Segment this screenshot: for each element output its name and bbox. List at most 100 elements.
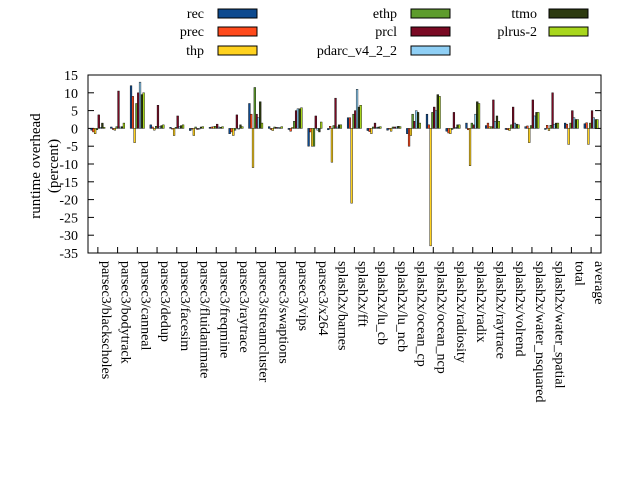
bar-pdarc_v4_2_2-12 bbox=[336, 126, 339, 129]
bar-ttmo-18 bbox=[456, 124, 459, 129]
bar-prec-3 bbox=[151, 126, 154, 129]
bar-ethp-6 bbox=[214, 126, 217, 129]
bar-prec-12 bbox=[329, 126, 332, 129]
bar-prcl-20 bbox=[492, 99, 495, 129]
bar-ttmo-21 bbox=[515, 123, 518, 129]
x-tick-label: splash2x/barnes bbox=[335, 261, 350, 350]
legend-swatch-ethp bbox=[410, 8, 451, 19]
bar-prec-24 bbox=[565, 123, 568, 129]
legend-swatch-thp bbox=[217, 45, 258, 56]
bar-ethp-14 bbox=[372, 126, 375, 129]
bar-thp-6 bbox=[212, 126, 215, 129]
legend-swatch-prcl bbox=[410, 26, 451, 37]
legend-label-thp: thp bbox=[186, 44, 204, 59]
bar-pdarc_v4_2_2-19 bbox=[474, 113, 477, 129]
bar-plrus-2-19 bbox=[477, 103, 481, 129]
bar-plrus-2-24 bbox=[576, 119, 579, 129]
bar-rec-16 bbox=[406, 128, 409, 134]
bar-rec-2 bbox=[129, 85, 133, 129]
bar-ttmo-4 bbox=[180, 125, 183, 129]
bar-prcl-18 bbox=[452, 112, 456, 129]
x-tick-label: total bbox=[571, 261, 586, 286]
x-tick-label: parsec3/swaptions bbox=[275, 261, 290, 364]
bar-thp-23 bbox=[547, 128, 551, 131]
y-tick-label: 5 bbox=[71, 105, 78, 120]
y-tick-label: -15 bbox=[59, 176, 78, 191]
bar-rec-21 bbox=[504, 128, 508, 130]
bar-plrus-2-17 bbox=[438, 96, 441, 129]
bar-prec-10 bbox=[289, 128, 292, 132]
bar-prec-19 bbox=[467, 128, 470, 131]
y-tick-label: -10 bbox=[59, 158, 78, 173]
bar-prec-22 bbox=[526, 125, 529, 129]
bar-thp-24 bbox=[567, 128, 570, 145]
bar-pdarc_v4_2_2-24 bbox=[573, 117, 576, 129]
bar-prec-20 bbox=[486, 122, 490, 129]
bar-rec-1 bbox=[110, 126, 113, 129]
bar-pdarc_v4_2_2-15 bbox=[395, 126, 398, 129]
bar-prec-25 bbox=[585, 122, 588, 129]
bar-ttmo-7 bbox=[239, 124, 242, 129]
bar-ethp-18 bbox=[451, 128, 454, 130]
bar-ethp-19 bbox=[470, 122, 473, 129]
bar-ethp-17 bbox=[431, 112, 434, 129]
y-tick-label: 10 bbox=[64, 87, 78, 102]
x-tick-label: splash2x/lu_ncb bbox=[394, 261, 409, 352]
bar-prec-7 bbox=[230, 128, 233, 133]
bar-plrus-2-2 bbox=[142, 92, 145, 129]
bar-prec-6 bbox=[210, 126, 213, 129]
bar-prcl-6 bbox=[216, 123, 219, 129]
bar-rec-19 bbox=[465, 122, 468, 129]
bar-pdarc_v4_2_2-4 bbox=[178, 126, 181, 129]
bar-ttmo-11 bbox=[318, 128, 321, 133]
bar-prec-0 bbox=[92, 128, 95, 133]
bar-pdarc_v4_2_2-22 bbox=[533, 115, 536, 129]
legend-label-pdarc_v4_2_2: pdarc_v4_2_2 bbox=[317, 44, 397, 59]
bar-ethp-5 bbox=[194, 126, 197, 129]
bar-pdarc_v4_2_2-17 bbox=[434, 110, 438, 129]
bar-thp-10 bbox=[291, 127, 294, 129]
plot-border bbox=[87, 74, 602, 254]
bar-prcl-21 bbox=[512, 106, 515, 129]
legend-label-prec: prec bbox=[180, 25, 204, 40]
x-tick-label: parsec3/bodytrack bbox=[118, 261, 133, 364]
bar-prec-15 bbox=[388, 128, 391, 130]
bar-ttmo-22 bbox=[535, 112, 538, 129]
x-tick-label: parsec3/dedup bbox=[157, 261, 172, 342]
bar-thp-1 bbox=[113, 128, 116, 131]
legend-label-ttmo: ttmo bbox=[511, 7, 537, 22]
bar-plrus-2-3 bbox=[162, 124, 165, 129]
bar-ethp-20 bbox=[490, 126, 493, 129]
bar-prec-18 bbox=[447, 128, 450, 134]
bar-thp-22 bbox=[528, 128, 531, 143]
bar-plrus-2-8 bbox=[260, 122, 264, 129]
bar-ttmo-23 bbox=[555, 122, 558, 129]
bar-plrus-2-13 bbox=[359, 105, 362, 129]
bar-prcl-14 bbox=[373, 122, 377, 129]
bar-prcl-1 bbox=[117, 90, 120, 129]
x-tick-label: parsec3/streamcluster bbox=[256, 261, 271, 383]
x-tick-label: splash2x/ocean_ncp bbox=[433, 261, 448, 374]
bar-ttmo-16 bbox=[416, 112, 420, 129]
bar-thp-4 bbox=[172, 128, 176, 136]
bar-thp-9 bbox=[271, 128, 274, 131]
bar-rec-17 bbox=[425, 113, 429, 129]
x-tick-label: splash2x/ocean_cp bbox=[414, 261, 429, 367]
bar-pdarc_v4_2_2-11 bbox=[316, 128, 319, 131]
bar-rec-14 bbox=[366, 128, 369, 131]
bar-rec-8 bbox=[248, 103, 251, 129]
bar-thp-3 bbox=[153, 128, 156, 131]
bar-rec-12 bbox=[327, 128, 330, 131]
bar-prcl-4 bbox=[176, 115, 179, 129]
bar-ttmo-17 bbox=[436, 94, 439, 129]
bar-rec-10 bbox=[287, 128, 290, 130]
bar-pdarc_v4_2_2-14 bbox=[375, 127, 378, 129]
x-tick-label: parsec3/canneal bbox=[137, 261, 152, 350]
bar-prcl-17 bbox=[433, 106, 436, 129]
bar-pdarc_v4_2_2-10 bbox=[296, 108, 299, 129]
bar-ttmo-13 bbox=[357, 106, 360, 129]
bar-plrus-2-20 bbox=[497, 121, 500, 129]
bar-rec-18 bbox=[445, 128, 448, 132]
y-tick-label: -5 bbox=[66, 140, 78, 155]
bar-prcl-0 bbox=[97, 114, 100, 129]
